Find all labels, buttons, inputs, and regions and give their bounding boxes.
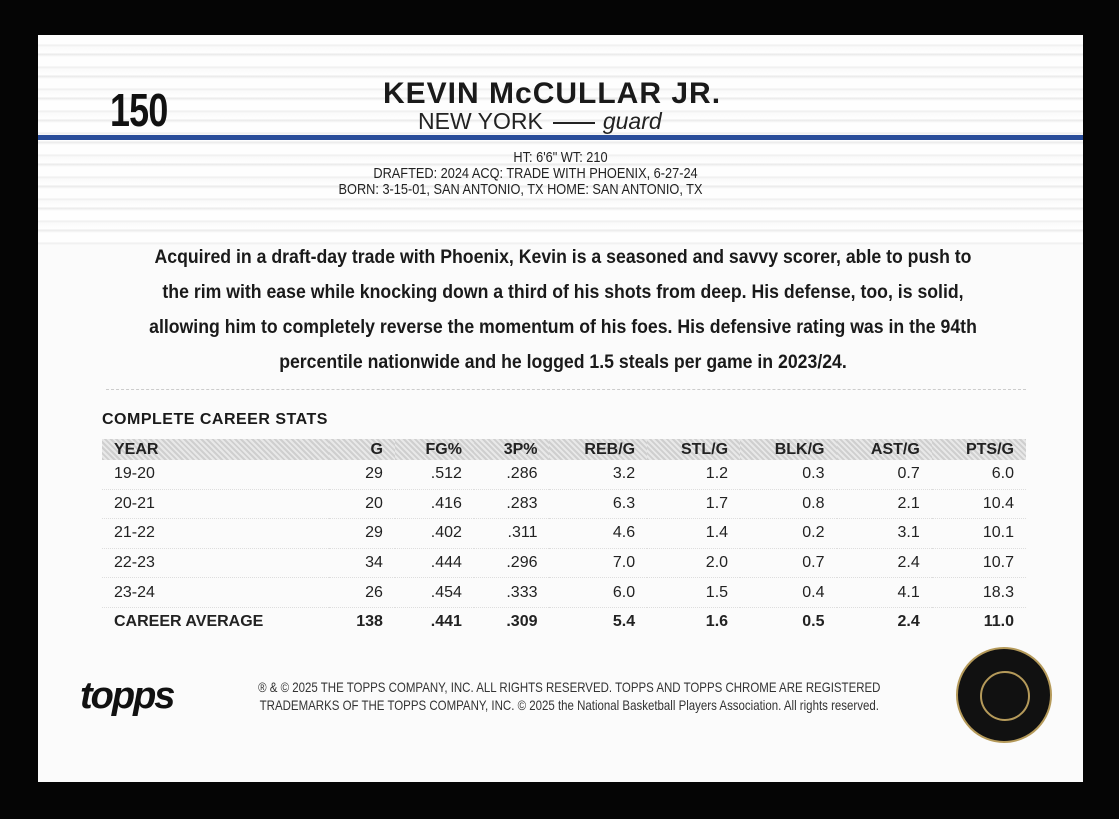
- stat-cell: 1.5: [647, 577, 741, 608]
- stat-cell: .512: [394, 460, 474, 490]
- stat-cell: .444: [394, 548, 474, 579]
- stat-cell: 6.0: [549, 577, 648, 608]
- stats-header-cell: 3P%: [473, 439, 550, 460]
- stat-cell: 0.4: [740, 577, 837, 608]
- stats-title: COMPLETE CAREER STATS: [102, 411, 328, 428]
- blue-rule: [38, 135, 1083, 140]
- table-row: 23-24 26.454.333 6.0 1.5 0.4 4.1 18.3: [102, 577, 1026, 608]
- stat-cell: 20: [328, 489, 395, 520]
- dash-divider: [552, 121, 595, 124]
- stat-cell: 26: [328, 577, 395, 608]
- stat-cell: 20-21: [102, 489, 329, 520]
- divider: [106, 389, 1026, 390]
- legal-line-2: TRADEMARKS OF THE TOPPS COMPANY, INC. © …: [259, 697, 879, 713]
- wood-grain-background: [38, 35, 1083, 245]
- stat-cell: 10.4: [931, 489, 1026, 520]
- stat-cell: .286: [473, 460, 550, 490]
- career-average-row: CAREER AVERAGE 138 .441 .309 5.4 1.6 0.5 2.4 11.…: [102, 607, 1026, 636]
- stat-cell: 29: [328, 460, 395, 490]
- team-position: NEW YORK guard: [418, 108, 662, 135]
- stat-cell: 1.2: [647, 460, 741, 490]
- stat-cell: 0.5: [802, 613, 825, 631]
- stat-cell: 19-20: [102, 460, 329, 490]
- stat-cell: .416: [394, 489, 474, 520]
- stat-cell: 0.7: [836, 460, 932, 490]
- bio-line-3: BORN: 3-15-01, SAN ANTONIO, TX HOME: SAN…: [338, 181, 703, 198]
- stat-cell: 11.0: [983, 613, 1014, 631]
- stat-cell: 138: [356, 613, 383, 631]
- stat-cell: 2.4: [897, 613, 920, 631]
- stat-cell: .441: [430, 613, 462, 631]
- stat-cell: 4.1: [836, 577, 932, 608]
- stat-cell: 3.2: [549, 460, 648, 490]
- stat-cell: 1.6: [705, 613, 729, 631]
- stat-cell: .402: [394, 518, 474, 549]
- stats-header-cell: FG%: [394, 439, 474, 460]
- stat-cell: 0.3: [740, 460, 837, 490]
- player-name: KEVIN McCULLAR JR.: [383, 77, 722, 110]
- stat-cell: .309: [506, 613, 538, 631]
- stat-cell: 6.3: [549, 489, 648, 520]
- stat-cell: CAREER AVERAGE: [114, 613, 264, 631]
- stats-header-cell: BLK/G: [740, 439, 837, 460]
- stats-header-cell: AST/G: [836, 439, 932, 460]
- stat-cell: 18.3: [931, 577, 1026, 608]
- bio-line-2: DRAFTED: 2024 ACQ: TRADE WITH PHOENIX, 6…: [373, 165, 698, 182]
- position: guard: [602, 108, 662, 134]
- stat-cell: 2.1: [836, 489, 932, 520]
- stat-cell: 4.6: [549, 518, 648, 549]
- stat-cell: .283: [473, 489, 550, 520]
- stat-cell: 0.8: [740, 489, 837, 520]
- stat-cell: 6.0: [931, 460, 1026, 490]
- stats-header-cell: STL/G: [647, 439, 741, 460]
- nbpa-seal-logo: [956, 647, 1052, 743]
- stat-cell: .296: [473, 548, 550, 579]
- stat-cell: .454: [394, 577, 474, 608]
- stats-header-row: YEAR G FG% 3P% REB/G STL/G BLK/G AST/G PTS/G: [102, 439, 1026, 460]
- stat-cell: 2.0: [647, 548, 741, 579]
- stat-cell: 10.1: [931, 518, 1026, 549]
- topps-logo: topps: [80, 675, 175, 717]
- stat-cell: 1.7: [647, 489, 741, 520]
- stat-cell: 0.7: [740, 548, 837, 579]
- stat-cell: 7.0: [549, 548, 648, 579]
- bio-line-1: HT: 6'6" WT: 210: [513, 149, 608, 166]
- stat-cell: 34: [328, 548, 395, 579]
- stats-header-cell: YEAR: [102, 439, 329, 460]
- card-number: 150: [110, 84, 168, 136]
- table-row: 19-20 29.512.286 3.2 1.2 0.3 0.7 6.0: [102, 460, 1026, 490]
- stat-cell: 5.4: [612, 613, 636, 631]
- table-row: 22-23 34.444.296 7.0 2.0 0.7 2.4 10.7: [102, 548, 1026, 579]
- stats-header-cell: REB/G: [549, 439, 648, 460]
- table-row: 21-22 29.402.311 4.6 1.4 0.2 3.1 10.1: [102, 518, 1026, 549]
- stats-header-cell: PTS/G: [931, 439, 1026, 460]
- stat-cell: .333: [473, 577, 550, 608]
- bio-blurb: Acquired in a draft-day trade with Phoen…: [149, 247, 977, 373]
- legal-line-1: ® & © 2025 THE TOPPS COMPANY, INC. ALL R…: [258, 679, 881, 695]
- stats-header-cell: G: [328, 439, 395, 460]
- table-row: 20-21 20.416.283 6.3 1.7 0.8 2.1 10.4: [102, 489, 1026, 520]
- card-back: 150 KEVIN McCULLAR JR. NEW YORK guard HT:…: [38, 35, 1083, 782]
- team: NEW YORK: [418, 108, 543, 134]
- stat-cell: 29: [328, 518, 395, 549]
- stat-cell: 1.4: [647, 518, 741, 549]
- stats-table: YEAR G FG% 3P% REB/G STL/G BLK/G AST/G PTS/G 19-…: [102, 439, 1026, 637]
- stat-cell: 21-22: [102, 518, 329, 549]
- stat-cell: 22-23: [102, 548, 329, 579]
- stat-cell: 0.2: [740, 518, 837, 549]
- legal-text: ® & © 2025 THE TOPPS COMPANY, INC. ALL R…: [188, 678, 951, 714]
- stat-cell: .311: [473, 518, 550, 549]
- stat-cell: 3.1: [836, 518, 932, 549]
- stat-cell: 10.7: [931, 548, 1026, 579]
- stat-cell: 23-24: [102, 577, 329, 608]
- stat-cell: 2.4: [836, 548, 932, 579]
